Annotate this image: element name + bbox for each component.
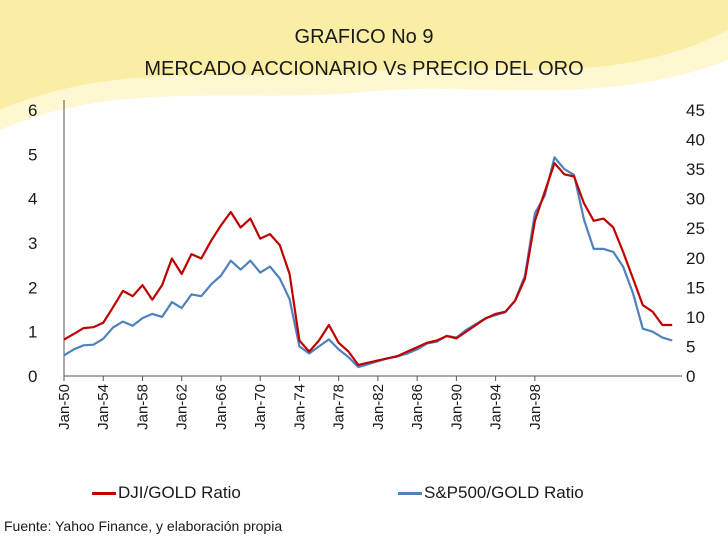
- y-left-tick-label: 0: [28, 367, 37, 386]
- x-tick-label: Jan-70: [252, 384, 269, 430]
- x-tick-label: Jan-98: [527, 384, 544, 430]
- x-tick-label: Jan-86: [409, 384, 426, 430]
- y-right-tick-label: 5: [686, 337, 695, 356]
- x-tick-label: Jan-58: [134, 384, 151, 430]
- x-tick-label: Jan-94: [488, 384, 505, 430]
- y-left-tick-label: 4: [28, 190, 37, 209]
- x-tick-label: Jan-78: [331, 384, 348, 430]
- y-right-tick-label: 10: [686, 308, 705, 327]
- x-tick-labels: Jan-50 Jan-54 Jan-58 Jan-62 Jan-66 Jan-70 Jan-…: [56, 384, 544, 430]
- legend-item-dji: DJI/GOLD Ratio: [92, 483, 241, 503]
- y-left-tick-label: 3: [28, 234, 37, 253]
- legend-item-sp500: S&P500/GOLD Ratio: [398, 483, 584, 503]
- x-tick-label: Jan-62: [174, 384, 191, 430]
- y-right-tick-labels: 0 5 10 15 20 25 30 35 40 45: [686, 101, 705, 386]
- chart-subtitle: MERCADO ACCIONARIO Vs PRECIO DEL ORO: [144, 58, 584, 80]
- series-line-dji-gold: [63, 162, 673, 366]
- light-yellow-swoosh: [0, 0, 728, 130]
- y-left-tick-label: 2: [28, 278, 37, 297]
- x-tick-label: Jan-74: [291, 384, 308, 430]
- x-tick-label: Jan-66: [213, 384, 230, 430]
- y-right-tick-label: 25: [686, 219, 705, 238]
- y-right-tick-label: 45: [686, 101, 705, 120]
- y-right-tick-label: 20: [686, 249, 705, 268]
- series-line-sp500-gold: [63, 156, 673, 369]
- source-note: Fuente: Yahoo Finance, y elaboración pro…: [4, 518, 283, 534]
- y-left-tick-labels: 0 1 2 3 4 5 6: [28, 101, 37, 386]
- x-tick-label: Jan-82: [370, 384, 387, 430]
- y-right-tick-label: 0: [686, 367, 695, 386]
- x-tick-label: Jan-54: [95, 384, 112, 430]
- legend-label-sp500: S&P500/GOLD Ratio: [424, 483, 584, 502]
- y-left-tick-label: 5: [28, 145, 37, 164]
- x-tick-marks: [63, 376, 536, 381]
- x-tick-label: Jan-50: [56, 384, 73, 430]
- y-right-tick-label: 30: [686, 190, 705, 209]
- y-right-tick-label: 40: [686, 131, 705, 150]
- x-tick-label: Jan-90: [448, 384, 465, 430]
- y-right-tick-label: 15: [686, 278, 705, 297]
- legend-swatch-sp500: [398, 491, 422, 495]
- y-left-tick-label: 1: [28, 323, 37, 342]
- y-right-tick-label: 35: [686, 160, 705, 179]
- chart-title: GRAFICO No 9: [294, 26, 434, 48]
- y-left-tick-label: 6: [28, 101, 37, 120]
- legend-label-dji: DJI/GOLD Ratio: [118, 483, 241, 502]
- legend-swatch-dji: [92, 491, 116, 495]
